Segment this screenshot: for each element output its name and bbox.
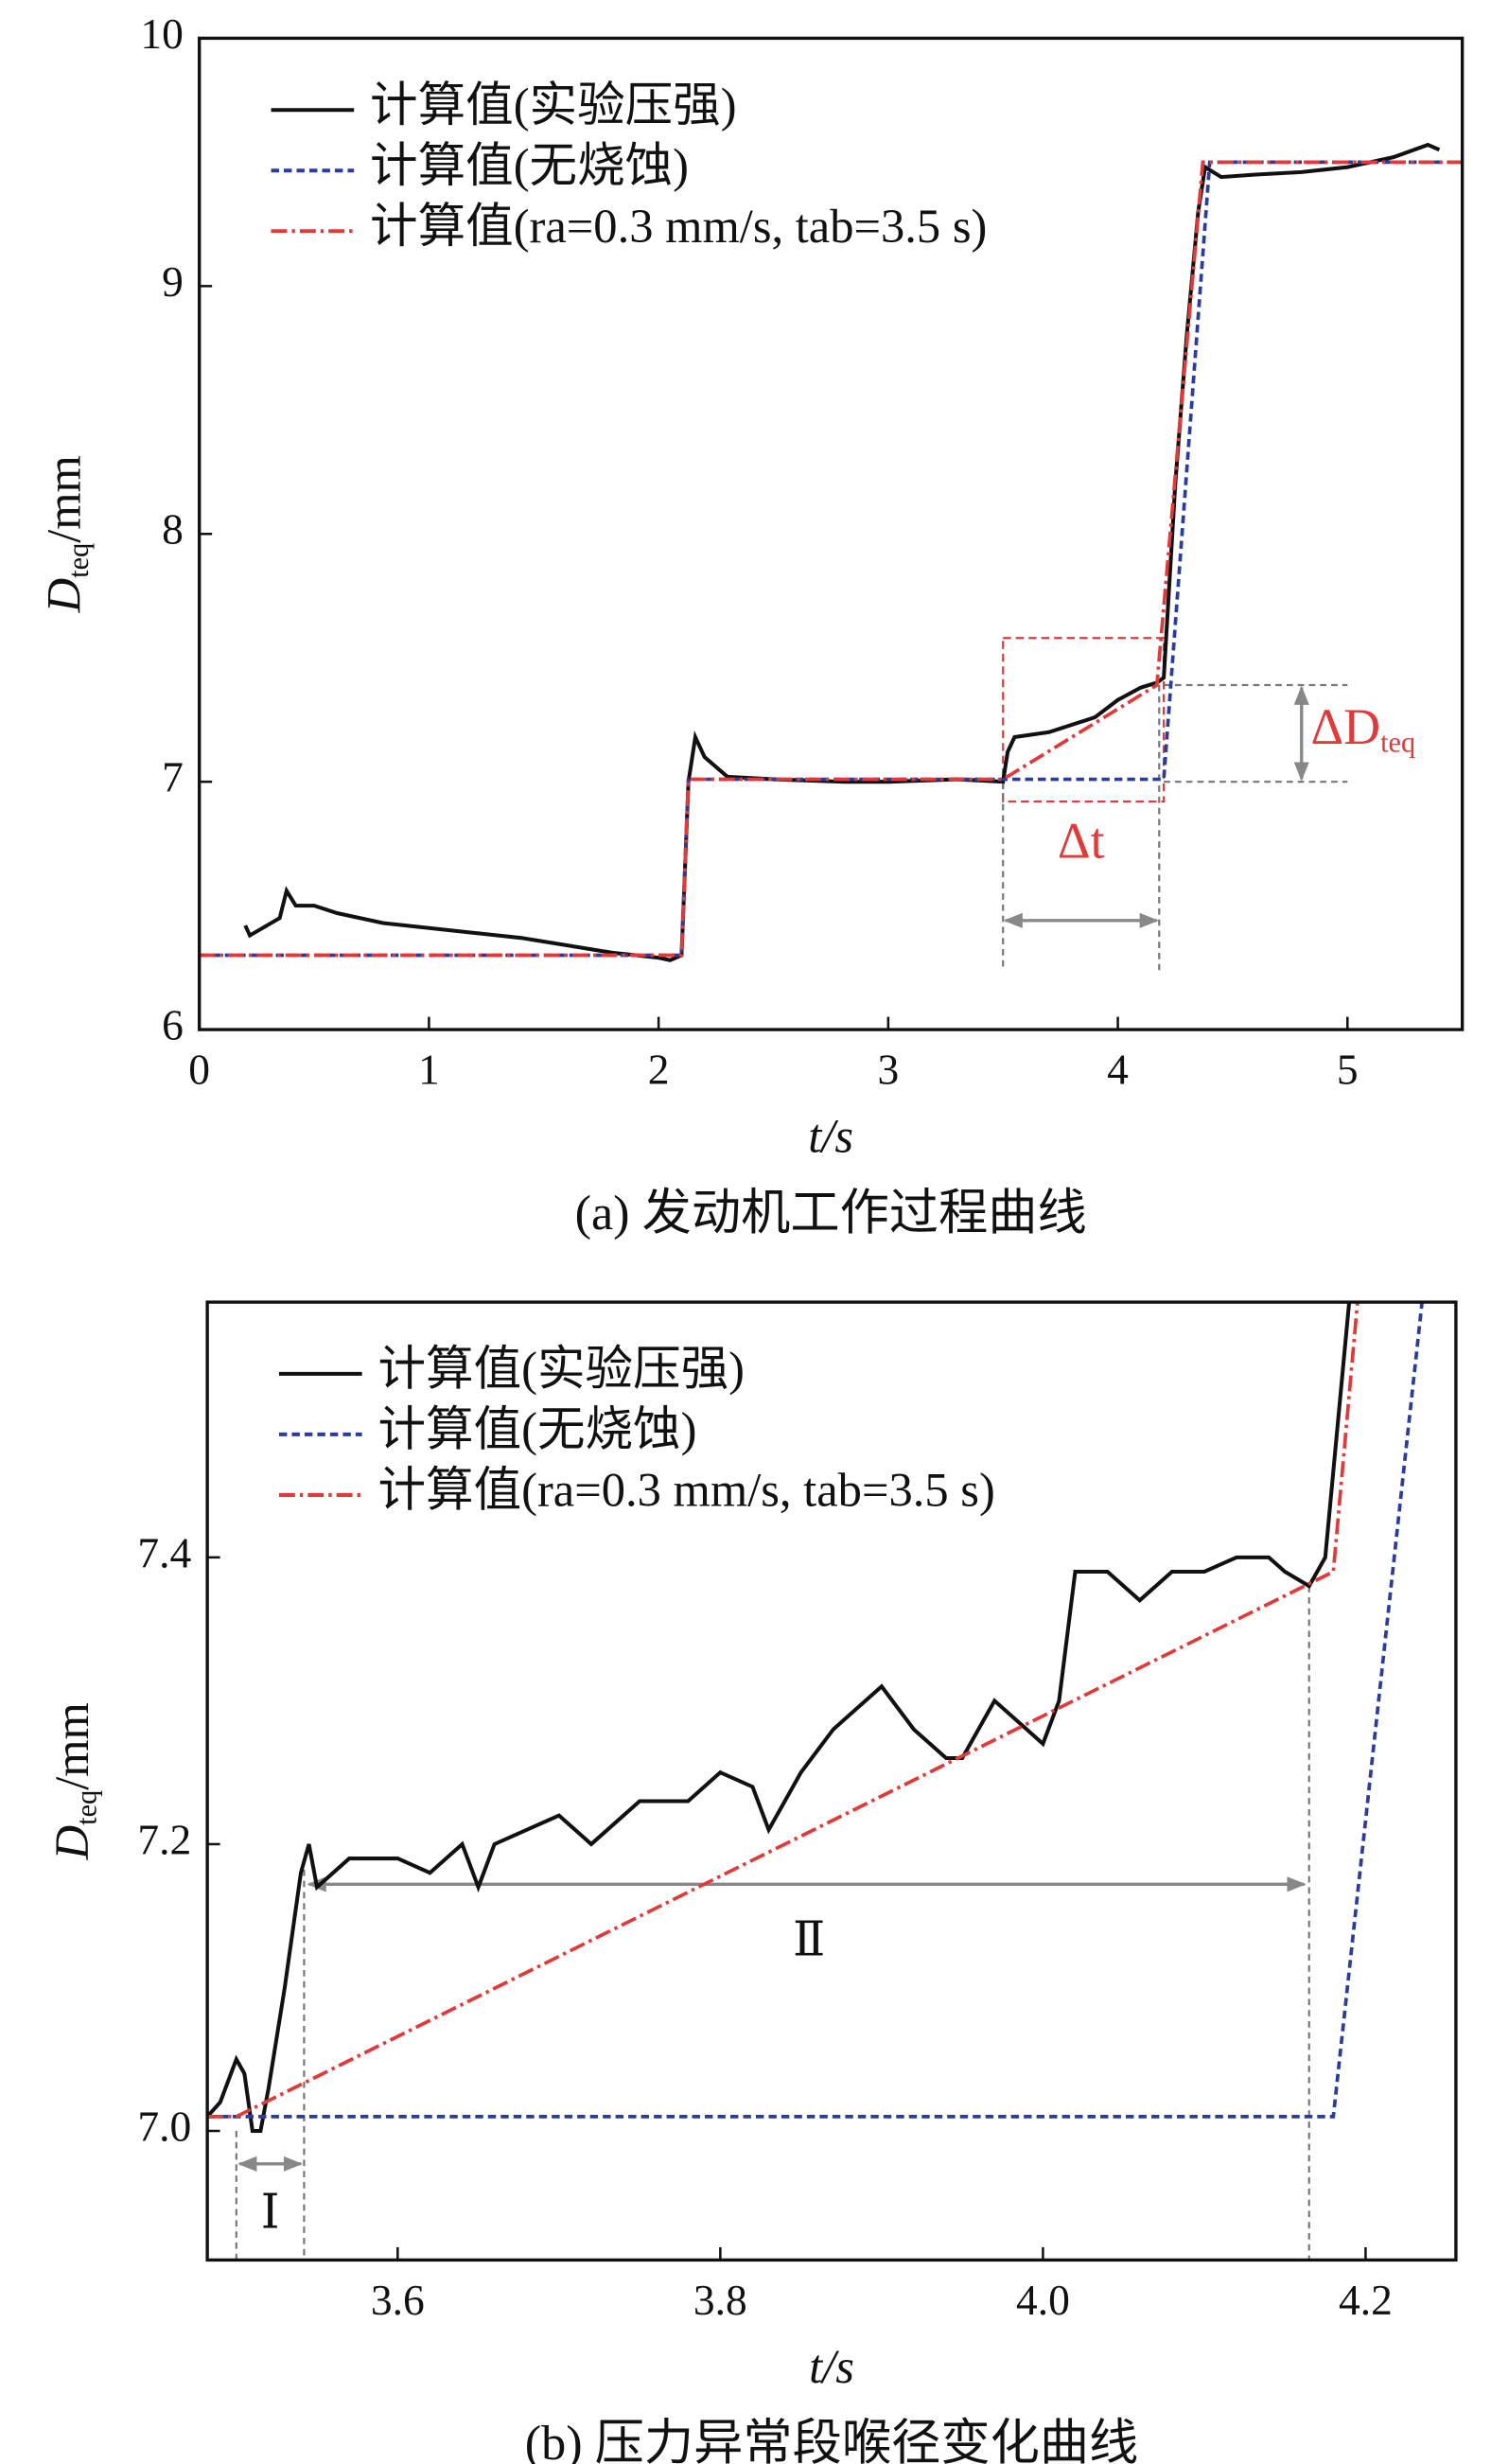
x-tick-label: 3.6 xyxy=(371,2276,425,2324)
y-tick-label: 10 xyxy=(140,9,184,58)
legend-label: 计算值(ra=0.3 mm/s, tab=3.5 s) xyxy=(377,1464,994,1517)
x-tick-label: 4.0 xyxy=(1016,2276,1070,2324)
y-axis-label-sub: teq xyxy=(70,1790,102,1825)
y-tick-label: 7 xyxy=(162,753,184,801)
annotation: ΔDteq xyxy=(1310,698,1415,758)
x-tick-label: 2 xyxy=(648,1046,670,1094)
x-axis-label: t/s xyxy=(808,1110,853,1163)
series-line xyxy=(207,1302,1424,2119)
annotation: Ⅱ xyxy=(793,1913,825,1966)
series-line xyxy=(207,1302,1359,2119)
legend-label: 计算值(无烧蚀) xyxy=(370,139,689,192)
annotation-sub: teq xyxy=(1380,726,1415,758)
series-line xyxy=(243,142,1441,962)
legend-label: 计算值(实验压强) xyxy=(377,1343,745,1396)
x-axis-label: t/s xyxy=(809,2340,854,2393)
x-tick-label: 4 xyxy=(1107,1046,1129,1094)
y-axis-label-unit: /mm xyxy=(44,1702,97,1790)
caption: (a) 发动机工作过程曲线 xyxy=(575,1186,1087,1241)
annotation: Δt xyxy=(1058,813,1105,870)
annotation: Ⅰ xyxy=(261,2186,280,2239)
series-line xyxy=(199,160,1463,958)
legend-label: 计算值(无烧蚀) xyxy=(377,1403,696,1456)
series-line xyxy=(199,160,1463,958)
series-line xyxy=(207,1302,1352,2134)
caption: (b) 压力异常段喉径变化曲线 xyxy=(525,2416,1139,2464)
plot-frame xyxy=(198,36,1465,1031)
plot-frame xyxy=(205,1300,1458,2262)
y-tick-label: 7.0 xyxy=(137,2102,191,2150)
x-tick-label: 5 xyxy=(1337,1046,1359,1094)
highlight-box xyxy=(1002,637,1166,803)
y-axis-label: Dteq/mm xyxy=(44,1702,102,1860)
y-axis-label-main: D xyxy=(37,578,90,613)
y-axis-label: Dteq/mm xyxy=(37,455,95,613)
x-tick-label: 3 xyxy=(877,1046,899,1094)
y-axis-label-sub: teq xyxy=(62,543,95,578)
y-tick-label: 6 xyxy=(162,1001,184,1049)
x-tick-label: 3.8 xyxy=(693,2276,747,2324)
legend-label: 计算值(ra=0.3 mm/s, tab=3.5 s) xyxy=(370,200,987,253)
x-tick-label: 1 xyxy=(418,1046,440,1094)
y-axis-label-unit: /mm xyxy=(37,455,90,543)
x-tick-label: 0 xyxy=(188,1046,210,1094)
y-tick-label: 9 xyxy=(162,257,184,306)
y-tick-label: 7.4 xyxy=(137,1528,191,1576)
annotation-main: ΔD xyxy=(1310,698,1380,755)
y-tick-label: 8 xyxy=(162,505,184,554)
legend-label: 计算值(实验压强) xyxy=(370,79,737,132)
y-axis-label-main: D xyxy=(44,1825,97,1860)
x-tick-label: 4.2 xyxy=(1339,2276,1393,2324)
y-tick-label: 7.2 xyxy=(137,1815,191,1863)
